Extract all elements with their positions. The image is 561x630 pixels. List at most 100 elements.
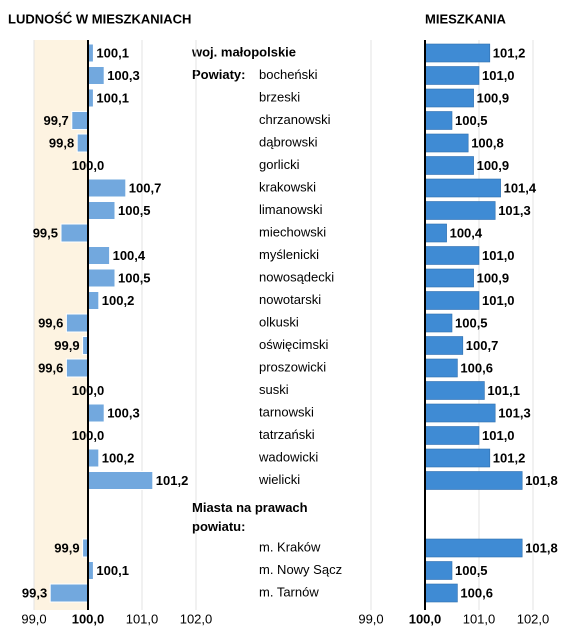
bar xyxy=(424,471,523,490)
value-label: 101,2 xyxy=(156,473,189,488)
category-label: tarnowski xyxy=(259,404,314,419)
x-tick-label: 102,0 xyxy=(180,611,213,626)
bar xyxy=(87,268,116,288)
value-label: 101,3 xyxy=(498,405,531,420)
value-label: 99,9 xyxy=(54,540,79,555)
bar xyxy=(424,561,453,580)
value-label: 100,3 xyxy=(107,68,140,83)
category-label: woj. małopolskie xyxy=(191,44,296,59)
category-label: m. Tarnów xyxy=(259,584,319,599)
value-label: 100,2 xyxy=(102,450,135,465)
value-label: 100,9 xyxy=(477,158,510,173)
value-label: 100,5 xyxy=(455,563,488,578)
bar xyxy=(76,133,89,153)
bar xyxy=(424,448,491,468)
category-label: m. Nowy Sącz xyxy=(259,562,342,577)
category-label: suski xyxy=(259,382,289,397)
bar xyxy=(49,583,89,603)
bar xyxy=(424,291,480,310)
value-label: 100,9 xyxy=(477,270,510,285)
category-label: proszowicki xyxy=(259,359,326,374)
bar xyxy=(424,358,458,378)
value-label: 100,1 xyxy=(96,563,129,578)
bar xyxy=(424,133,469,153)
bar xyxy=(424,403,496,423)
value-label: 101,0 xyxy=(482,428,515,443)
category-label: nowosądecki xyxy=(259,269,334,284)
category-label: myślenicki xyxy=(259,247,319,262)
category-label: nowotarski xyxy=(259,292,321,307)
bar xyxy=(424,268,474,288)
category-label: tatrzański xyxy=(259,427,315,442)
value-label: 101,8 xyxy=(525,473,558,488)
x-tick-label: 101,0 xyxy=(463,611,496,626)
bar xyxy=(87,201,116,220)
value-label: 100,7 xyxy=(466,338,499,353)
bar xyxy=(87,403,105,423)
category-label: bocheński xyxy=(259,67,318,82)
group-label: Powiaty: xyxy=(192,67,245,82)
value-label: 101,0 xyxy=(482,293,515,308)
bar xyxy=(424,381,485,400)
category-label: miechowski xyxy=(259,224,326,239)
value-label: 100,6 xyxy=(460,360,493,375)
value-label: 100,4 xyxy=(113,248,146,263)
bar xyxy=(87,291,100,310)
x-tick-label: 99,0 xyxy=(21,611,46,626)
value-label: 99,9 xyxy=(54,338,79,353)
category-label: krakowski xyxy=(259,179,316,194)
value-label: 99,8 xyxy=(49,135,74,150)
value-label: 101,2 xyxy=(493,450,526,465)
bar xyxy=(424,66,480,85)
bar xyxy=(424,201,496,220)
bar xyxy=(424,538,523,558)
value-label: 100,4 xyxy=(450,225,483,240)
value-label: 99,3 xyxy=(22,585,47,600)
bar xyxy=(424,178,501,198)
value-label: 100,5 xyxy=(118,203,151,218)
value-label: 100,1 xyxy=(96,45,129,60)
panel-title: MIESZKANIA xyxy=(425,11,507,26)
value-label: 101,3 xyxy=(498,203,531,218)
x-tick-label: 99,0 xyxy=(358,611,383,626)
value-label: 100,5 xyxy=(455,315,488,330)
value-label: 101,2 xyxy=(493,45,526,60)
category-label: olkuski xyxy=(259,314,299,329)
bar xyxy=(60,223,89,243)
bar xyxy=(424,88,474,108)
x-tick-label: 100,0 xyxy=(409,611,442,626)
value-label: 100,1 xyxy=(96,90,129,105)
bar xyxy=(424,313,453,333)
value-label: 99,5 xyxy=(33,225,58,240)
value-label: 99,7 xyxy=(43,113,68,128)
panel-title: LUDNOŚĆ W MIESZKANIACH xyxy=(8,11,191,26)
bar xyxy=(424,583,458,603)
x-tick-label: 102,0 xyxy=(517,611,550,626)
category-label: chrzanowski xyxy=(259,112,331,127)
category-label: dąbrowski xyxy=(259,134,318,149)
category-label: brzeski xyxy=(259,89,300,104)
value-label: 100,9 xyxy=(477,90,510,105)
value-label: 100,8 xyxy=(471,135,504,150)
x-tick-label: 101,0 xyxy=(126,611,159,626)
value-label: 100,7 xyxy=(129,180,162,195)
value-label: 101,4 xyxy=(504,180,537,195)
category-label: wielicki xyxy=(258,472,300,487)
value-label: 100,3 xyxy=(107,405,140,420)
value-label: 99,6 xyxy=(38,360,63,375)
category-label: wadowicki xyxy=(258,449,318,464)
value-label: 101,0 xyxy=(482,248,515,263)
value-label: 101,1 xyxy=(487,383,520,398)
value-label: 101,8 xyxy=(525,540,558,555)
bar xyxy=(424,156,474,175)
bar xyxy=(65,313,89,333)
bar xyxy=(424,426,480,445)
bar xyxy=(71,111,89,130)
bar xyxy=(87,471,154,490)
bar xyxy=(424,336,464,355)
bar xyxy=(424,223,447,243)
category-label: limanowski xyxy=(259,202,323,217)
bar xyxy=(65,358,89,378)
bar xyxy=(424,43,491,63)
